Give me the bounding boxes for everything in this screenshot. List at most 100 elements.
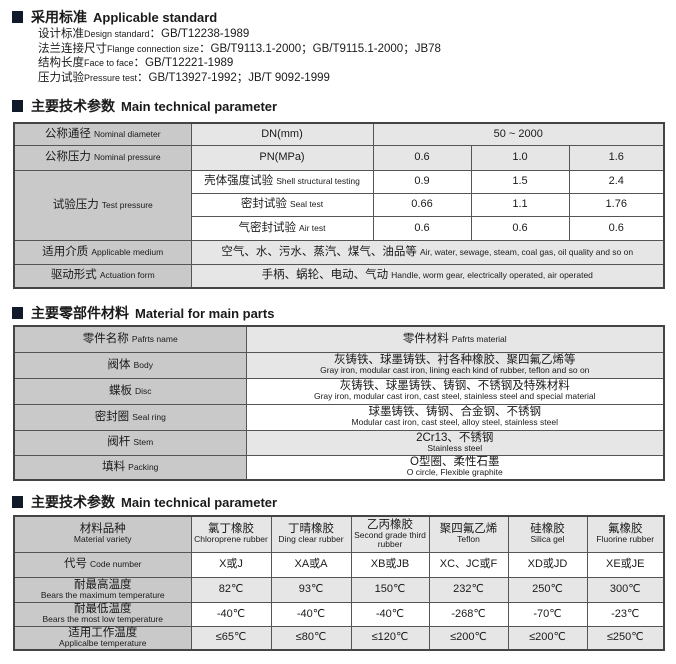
cell-text: 气密封试验 <box>238 221 296 234</box>
value: ：GB/T9113.1-2000；GB/T9115.1-2000；JB78 <box>199 42 441 55</box>
material-header: 氯丁橡胶 Chloroprene rubber <box>190 515 272 553</box>
label-cn: 压力试验 <box>38 71 84 84</box>
value: ：GB/T12238-1989 <box>149 28 250 40</box>
label-en: Flange connection size <box>107 43 200 54</box>
value-cell: ≤120℃ <box>350 625 430 651</box>
cell-text: Disc <box>135 385 152 396</box>
table-row: 试验压力 Test pressure 壳体强度试验 Shell structur… <box>13 169 665 241</box>
cell-text: 蝶板 <box>108 384 132 397</box>
cell-text: Nominal pressure <box>93 152 161 162</box>
table-row: 密封试验 Seal test 0.66 1.1 1.76 <box>14 192 665 217</box>
label-cn: 结构长度 <box>38 57 84 69</box>
cell-text: 公称通径 <box>44 127 91 140</box>
row-label: 适用工作温度 Applicalbe temperature <box>13 625 192 651</box>
table-row: 气密封试验 Air test 0.6 0.6 0.6 <box>14 215 665 241</box>
value-cell: 150℃ <box>350 576 430 603</box>
value-cell: -40℃ <box>350 601 430 627</box>
value-cell: -40℃ <box>190 601 272 627</box>
cell-text: Ding clear rubber <box>278 534 344 545</box>
value-cell: 2.4 <box>568 169 665 194</box>
standard-line: 设计标准Design standard：GB/T12238-1989 <box>38 27 441 42</box>
table-row: 代号 Code number X或J XA或A XB或JB XC、JC或F XD… <box>13 551 665 578</box>
label-en: Face to face <box>84 58 134 68</box>
heading-cn: 主要技术参数 <box>31 494 115 510</box>
cell-text: Modular cast iron, cast steel, alloy ste… <box>351 417 558 427</box>
value-cell: 1.1 <box>470 192 570 217</box>
cell-text: Nominal diameter <box>93 128 161 139</box>
value-cell: ≤250℃ <box>586 625 665 651</box>
cell-text: 乙丙橡胶 <box>367 518 413 531</box>
value-cell: 空气、水、污水、蒸汽、煤气、油品等 Air, water, sewage, st… <box>190 239 665 265</box>
value-cell: 0.6 <box>470 215 570 241</box>
value-cell: 手柄、蜗轮、电动、气动 Handle, worm gear, electrica… <box>190 263 665 289</box>
value-cell: XA或A <box>270 551 352 578</box>
table-row: 耐最低温度 Bears the most low temperature -40℃… <box>13 601 665 627</box>
cell-text: 密封试验 <box>240 198 287 210</box>
cell-text: 耐最高温度 <box>74 578 132 591</box>
part-material: 灰铸铁、球墨铸铁、衬各种橡胶、聚四氟乙烯等 Gray iron, modular … <box>245 351 665 379</box>
rubber-material-table: 材料品种 Material variety 氯丁橡胶 Chloroprene rub… <box>13 515 665 651</box>
value-cell: ≤200℃ <box>428 625 509 651</box>
cell-text: 聚四氟乙烯 <box>439 523 498 536</box>
cell-text: 适用工作温度 <box>68 626 138 639</box>
cell-text: Air, water, sewage, steam, coal gas, oil… <box>419 246 634 257</box>
cell-text: Air test <box>299 222 326 233</box>
square-bullet-icon <box>12 100 23 112</box>
cell-text: 氟橡胶 <box>608 523 643 536</box>
cell-text: Fluorine rubber <box>596 534 655 545</box>
value-cell: -268℃ <box>428 601 509 627</box>
cell-text: Code number <box>90 559 142 569</box>
material-header: 丁晴橡胶 Ding clear rubber <box>270 515 352 553</box>
cell-text: 耐最低温度 <box>74 603 132 615</box>
sub-label: 壳体强度试验 Shell structural testing <box>190 169 374 194</box>
value-cell: 250℃ <box>507 576 588 603</box>
cell-text: Actuation form <box>99 270 155 281</box>
value-cell: 1.0 <box>470 144 570 171</box>
unit-cell: DN(mm) <box>190 122 374 146</box>
unit-cell: PN(MPa) <box>190 144 374 171</box>
value-cell: XB或JB <box>350 551 430 578</box>
cell-text: O circle, Flexible graphite <box>406 467 503 478</box>
standard-line: 法兰连接尺寸Flange connection size：GB/T9113.1-… <box>38 42 441 57</box>
header-cell: 零件名称 Pafrts name <box>13 325 247 353</box>
cell-text: Seal test <box>289 199 324 209</box>
heading-applicable-standard: 采用标准 Applicable standard <box>12 7 217 27</box>
material-table: 零件名称 Pafrts name 零件材料 Pafrts material 阀体… <box>13 325 665 481</box>
row-label: 公称通径 Nominal diameter <box>13 122 192 146</box>
cell-text: 灰铸铁、球墨铸铁、衬各种橡胶、聚四氟乙烯等 <box>334 354 576 366</box>
value-cell: ≤200℃ <box>507 625 588 651</box>
value-cell: 300℃ <box>586 576 665 603</box>
table-row: 密封圈 Seal ring 球墨铸铁、铸钢、合金钢、不锈钢 Modular cas… <box>13 403 665 431</box>
table-row: 公称通径 Nominal diameter DN(mm) 50 ~ 2000 <box>13 122 665 146</box>
label-en: Pressure test <box>84 72 138 83</box>
cell-text: 公称压力 <box>44 151 91 163</box>
cell-text: Pafrts material <box>451 333 507 344</box>
cell-text: Pafrts name <box>131 333 178 344</box>
value-cell: ≤65℃ <box>190 625 272 651</box>
sub-label: 密封试验 Seal test <box>190 192 374 217</box>
cell-text: Second grade third rubber <box>354 529 426 549</box>
heading-cn: 主要零部件材料 <box>31 305 129 321</box>
value-cell: 93℃ <box>270 576 352 603</box>
value-cell: 1.6 <box>568 144 665 171</box>
cell-text: 2Cr13、不锈钢 <box>416 431 494 444</box>
cell-text: 适用介质 <box>42 245 89 258</box>
cell-text: Applicalbe temperature <box>59 637 147 648</box>
table-row: 蝶板 Disc 灰铸铁、球墨铸铁、铸钢、不锈钢及特殊材料 Gray iron, m… <box>13 377 665 405</box>
row-label: 公称压力 Nominal pressure <box>13 144 192 171</box>
part-material: O型圈、柔性石墨 O circle, Flexible graphite <box>245 454 665 481</box>
cell-text: 填料 <box>102 460 126 473</box>
cell-text: 硅橡胶 <box>530 523 565 536</box>
material-header: 硅橡胶 Silica gel <box>507 515 588 553</box>
cell-text: 丁晴橡胶 <box>288 523 334 536</box>
value-cell: ≤80℃ <box>270 625 352 651</box>
value-cell: XE或JE <box>586 551 665 578</box>
cell-text: Seal ring <box>132 411 166 422</box>
value-cell: X或J <box>190 551 272 578</box>
header-cell: 零件材料 Pafrts material <box>245 325 665 353</box>
table-row: 适用工作温度 Applicalbe temperature ≤65℃ ≤80℃ ≤… <box>13 625 665 651</box>
row-label: 试验压力 Test pressure <box>13 169 192 241</box>
table-row: 填料 Packing O型圈、柔性石墨 O circle, Flexible gr… <box>13 454 665 481</box>
heading-en: Material for main parts <box>135 305 275 321</box>
table-row: 适用介质 Applicable medium 空气、水、污水、蒸汽、煤气、油品等… <box>13 239 665 265</box>
